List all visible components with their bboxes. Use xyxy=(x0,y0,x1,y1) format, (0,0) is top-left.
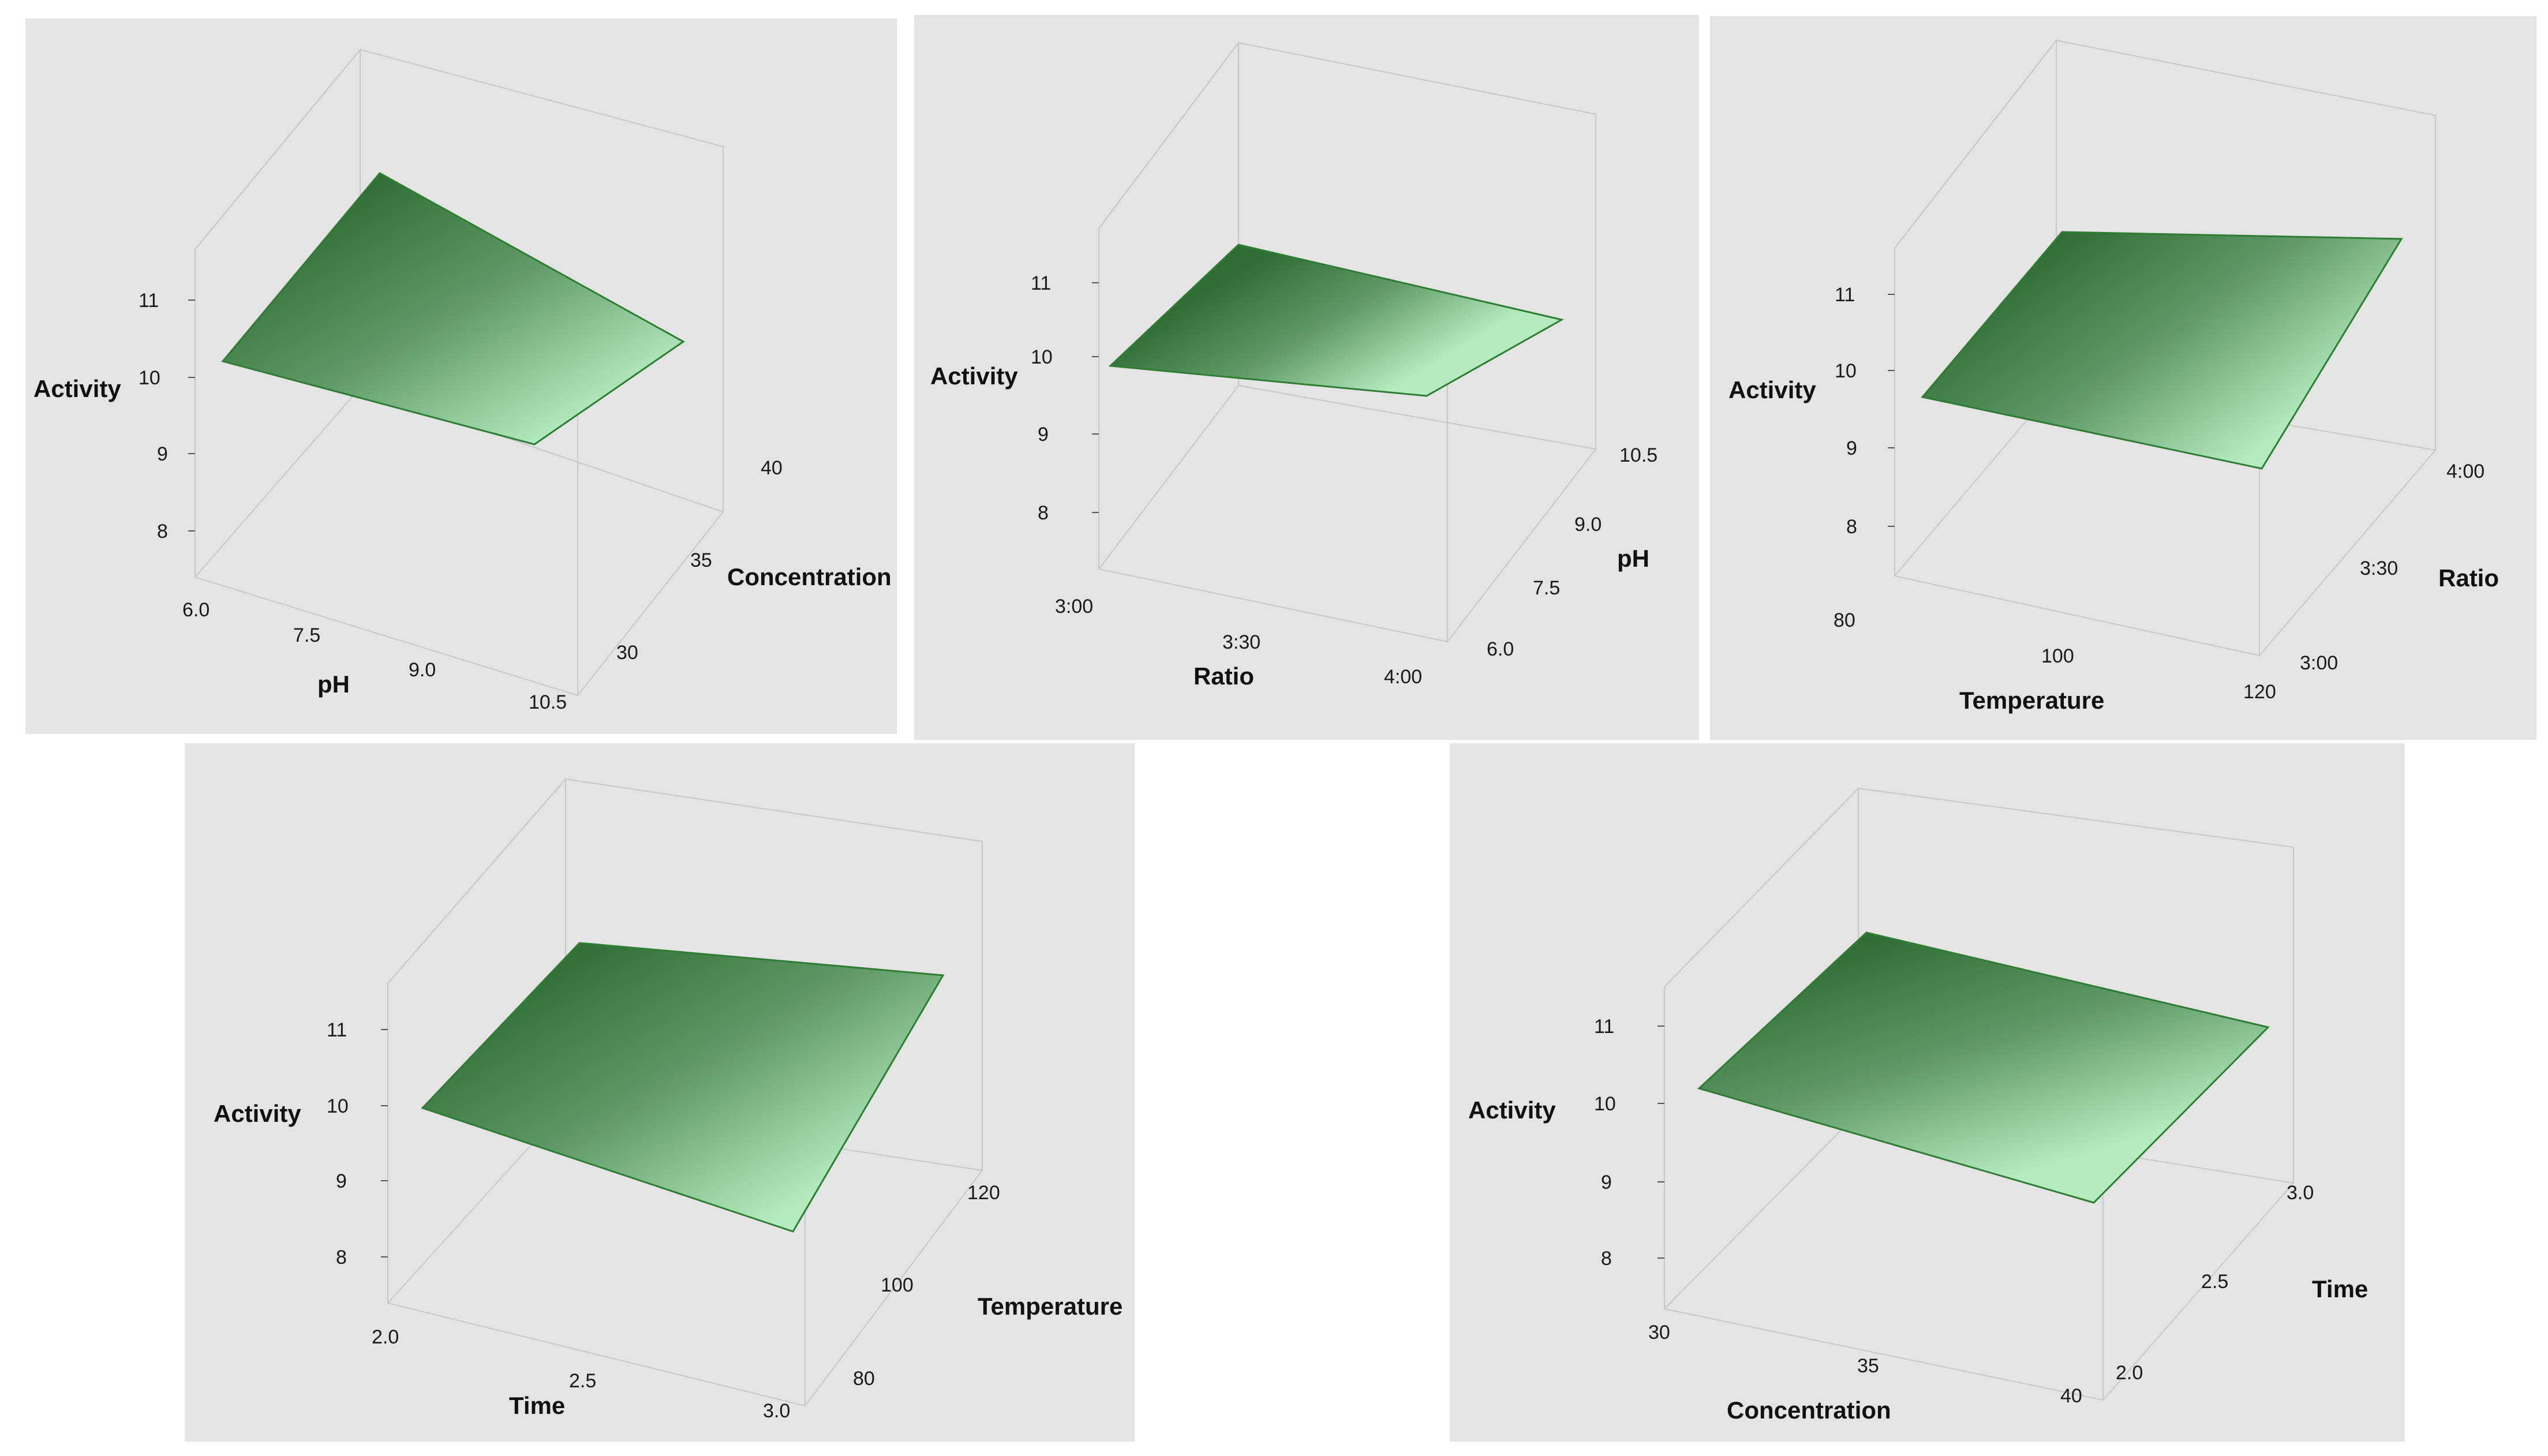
y-tick-2: 40 xyxy=(761,457,783,479)
y-tick-1: 3:30 xyxy=(2360,557,2398,579)
z-tick-1: 9 xyxy=(157,443,168,465)
y-axis: 6.0 7.5 9.0 10.5 pH xyxy=(1487,444,1657,660)
x-axis-label: Temperature xyxy=(1959,687,2104,714)
z-tick-3: 11 xyxy=(1835,284,1855,306)
chart-panel-1: 8 9 10 11 Activity 6.0 7.5 9.0 10.5 pH 3… xyxy=(25,18,897,734)
x-tick-2: 9.0 xyxy=(409,659,436,681)
y-axis-label: Temperature xyxy=(978,1293,1123,1320)
x-axis: 2.0 2.5 3.0 Time xyxy=(372,1326,790,1422)
surface-plot-2: 8 9 10 11 Activity 3:00 3:30 4:00 Ratio … xyxy=(930,41,1657,690)
x-tick-0: 30 xyxy=(1648,1322,1670,1343)
x-tick-2: 40 xyxy=(2060,1385,2082,1407)
z-tick-0: 8 xyxy=(336,1247,347,1268)
z-axis-label: Activity xyxy=(1728,376,1816,403)
x-tick-0: 6.0 xyxy=(182,599,209,621)
z-tick-0: 8 xyxy=(1601,1248,1612,1270)
z-tick-2: 10 xyxy=(1594,1093,1616,1115)
y-tick-0: 3:00 xyxy=(2300,652,2338,674)
chart-panel-5: 8 9 10 11 Activity 30 35 40 Concentratio… xyxy=(1450,743,2404,1442)
x-axis: 6.0 7.5 9.0 10.5 pH xyxy=(182,599,567,713)
surface-plot-3: 8 9 10 11 Activity 80 100 120 Temperatur… xyxy=(1728,39,2499,714)
chart-panel-3: 8 9 10 11 Activity 80 100 120 Temperatur… xyxy=(1710,16,2536,740)
y-tick-1: 100 xyxy=(881,1274,914,1296)
z-tick-3: 11 xyxy=(1031,272,1051,294)
x-tick-1: 7.5 xyxy=(293,624,320,646)
z-axis: 8 9 10 11 Activity xyxy=(214,1019,388,1268)
z-tick-3: 11 xyxy=(1594,1016,1614,1038)
z-axis: 8 9 10 11 Activity xyxy=(930,272,1099,524)
z-tick-2: 10 xyxy=(139,367,160,389)
y-tick-2: 9.0 xyxy=(1574,514,1602,536)
y-tick-0: 30 xyxy=(616,642,638,664)
response-surface xyxy=(221,172,685,446)
z-axis: 8 9 10 11 Activity xyxy=(1728,284,1895,538)
y-axis-label: Time xyxy=(2312,1275,2368,1302)
x-axis: 80 100 120 Temperature xyxy=(1834,609,2276,714)
y-tick-0: 2.0 xyxy=(2116,1362,2143,1384)
y-axis: 2.0 2.5 3.0 Time xyxy=(2116,1182,2368,1384)
y-axis: 30 35 40 Concentration xyxy=(616,457,892,664)
response-surface xyxy=(1697,931,2270,1204)
y-axis-label: Concentration xyxy=(727,563,892,590)
y-axis: 80 100 120 Temperature xyxy=(853,1182,1123,1390)
response-surface xyxy=(1921,231,2403,470)
z-tick-0: 8 xyxy=(157,521,168,542)
x-axis-label: pH xyxy=(317,671,350,698)
y-tick-2: 4:00 xyxy=(2446,461,2485,482)
y-axis: 3:00 3:30 4:00 Ratio xyxy=(2300,461,2499,674)
z-tick-1: 9 xyxy=(1601,1171,1612,1193)
chart-panel-4: 8 9 10 11 Activity 2.0 2.5 3.0 Time 80 1… xyxy=(185,743,1135,1442)
surface-plot-1: 8 9 10 11 Activity 6.0 7.5 9.0 10.5 pH 3… xyxy=(33,48,892,713)
x-tick-0: 2.0 xyxy=(372,1326,399,1348)
y-tick-0: 80 xyxy=(853,1368,875,1390)
z-axis-label: Activity xyxy=(214,1100,301,1127)
x-axis-label: Time xyxy=(509,1392,565,1419)
z-axis-label: Activity xyxy=(1468,1096,1556,1124)
z-axis-label: Activity xyxy=(930,362,1018,390)
x-axis: 3:00 3:30 4:00 Ratio xyxy=(1055,596,1422,690)
surface-plot-5: 8 9 10 11 Activity 30 35 40 Concentratio… xyxy=(1468,787,2368,1424)
x-tick-3: 10.5 xyxy=(529,691,567,713)
chart-panel-2: 8 9 10 11 Activity 3:00 3:30 4:00 Ratio … xyxy=(914,15,1699,740)
x-tick-0: 3:00 xyxy=(1055,596,1093,617)
x-tick-0: 80 xyxy=(1834,609,1855,631)
z-tick-1: 9 xyxy=(336,1170,347,1192)
x-tick-1: 3:30 xyxy=(1222,631,1260,653)
x-tick-1: 2.5 xyxy=(569,1370,596,1392)
box-edges xyxy=(387,777,983,1407)
y-tick-0: 6.0 xyxy=(1487,638,1514,660)
z-tick-2: 10 xyxy=(1031,346,1053,368)
x-tick-2: 3.0 xyxy=(763,1400,790,1422)
z-tick-2: 10 xyxy=(1835,360,1857,382)
z-axis: 8 9 10 11 Activity xyxy=(1468,1016,1664,1270)
y-tick-2: 120 xyxy=(967,1182,1000,1204)
z-tick-1: 9 xyxy=(1846,437,1857,459)
y-tick-2: 3.0 xyxy=(2287,1182,2314,1204)
x-axis-label: Ratio xyxy=(1193,663,1254,690)
x-axis-label: Concentration xyxy=(1727,1397,1891,1424)
surface-plot-4: 8 9 10 11 Activity 2.0 2.5 3.0 Time 80 1… xyxy=(214,777,1123,1422)
y-tick-1: 35 xyxy=(690,549,712,571)
response-surface xyxy=(421,942,945,1233)
z-tick-2: 10 xyxy=(327,1095,349,1117)
y-axis-label: Ratio xyxy=(2438,564,2499,592)
y-tick-3: 10.5 xyxy=(1619,444,1657,466)
x-tick-2: 4:00 xyxy=(1384,666,1422,688)
z-tick-0: 8 xyxy=(1038,502,1049,524)
z-axis-label: Activity xyxy=(33,375,121,402)
x-tick-2: 120 xyxy=(2243,681,2276,703)
z-tick-3: 11 xyxy=(139,290,159,312)
y-tick-1: 7.5 xyxy=(1533,577,1560,599)
y-axis-label: pH xyxy=(1617,545,1649,572)
y-tick-1: 2.5 xyxy=(2201,1271,2228,1293)
z-axis: 8 9 10 11 Activity xyxy=(33,290,195,542)
x-tick-1: 35 xyxy=(1857,1355,1879,1377)
z-tick-0: 8 xyxy=(1846,516,1857,538)
x-axis: 30 35 40 Concentration xyxy=(1648,1322,2082,1424)
z-tick-3: 11 xyxy=(327,1019,347,1041)
z-tick-1: 9 xyxy=(1038,424,1049,446)
x-tick-1: 100 xyxy=(2041,645,2074,667)
response-surface xyxy=(1108,244,1565,397)
